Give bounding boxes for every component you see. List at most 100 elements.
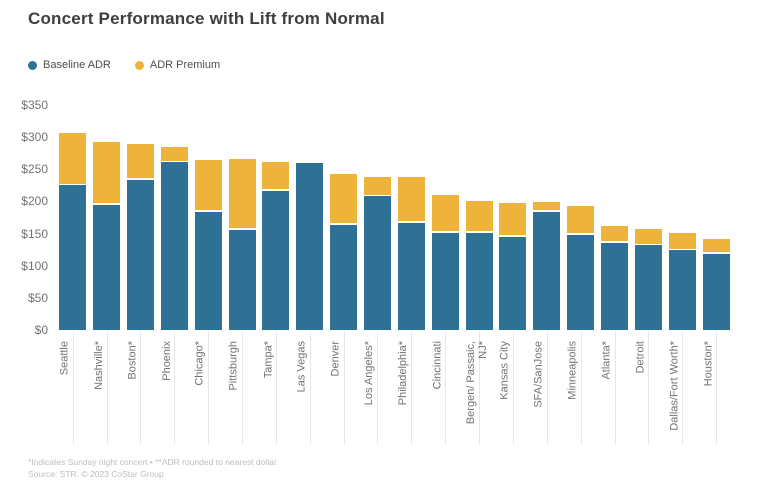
- x-axis-tick: [275, 332, 277, 444]
- bar-segment-adr-premium: [499, 203, 527, 236]
- adr-premium-dot-icon: [134, 60, 144, 70]
- bar-segment-baseline-adr: [567, 234, 595, 330]
- y-axis-label: $200: [21, 194, 48, 209]
- bar-segment-adr-premium: [668, 232, 696, 249]
- x-axis-tick: [140, 332, 142, 444]
- x-axis-tick: [72, 332, 74, 444]
- bar-segment-adr-premium: [330, 173, 358, 224]
- bar-segment-baseline-adr: [397, 222, 425, 330]
- chart-title: Concert Performance with Lift from Norma…: [28, 9, 385, 28]
- x-axis-tick: [479, 332, 480, 444]
- x-axis-label: SFA/SanJose: [532, 341, 545, 408]
- x-axis-tick: [208, 332, 210, 444]
- bar-segment-baseline-adr: [601, 242, 628, 330]
- x-axis-tick: [242, 332, 243, 444]
- bar-segment-baseline-adr: [59, 185, 87, 330]
- x-axis-label: Seattle: [58, 341, 71, 376]
- x-axis-label: Los Angeles*: [363, 341, 376, 406]
- x-axis-label: Tampa*: [261, 341, 274, 379]
- bar-segment-baseline-adr: [262, 190, 290, 330]
- y-axis-label: $100: [21, 258, 48, 273]
- x-axis-tick: [716, 332, 717, 444]
- y-axis-label: $0: [34, 323, 48, 337]
- x-axis-label: Cincinnati: [431, 341, 444, 390]
- legend-label-baseline-adr: Baseline ADR: [43, 59, 111, 71]
- bar-segment-baseline-adr: [296, 162, 324, 330]
- x-axis-label: Kansas City: [498, 341, 511, 400]
- baseline-adr-dot-icon: [28, 60, 37, 70]
- x-axis-tick: [445, 332, 447, 444]
- bar-segment-baseline-adr: [465, 232, 493, 330]
- bar-segment-adr-premium: [465, 201, 493, 232]
- x-axis-tick: [580, 332, 582, 444]
- bar-segment-adr-premium: [160, 147, 188, 161]
- x-axis-label: Pittsburgh: [228, 341, 240, 391]
- bar-segment-baseline-adr: [160, 162, 188, 330]
- bar-segment-adr-premium: [634, 229, 662, 244]
- y-axis-label: $150: [21, 226, 48, 241]
- x-axis-label: Bergen/ Passaic, NJ*: [465, 341, 489, 425]
- legend-item-baseline-adr: Baseline ADR: [28, 59, 111, 71]
- x-axis-tick: [343, 332, 345, 444]
- x-axis-tick: [546, 332, 548, 444]
- bar-segment-adr-premium: [262, 162, 290, 189]
- y-axis-label: $50: [27, 290, 48, 305]
- y-axis-label: $350: [21, 98, 48, 112]
- x-axis-tick: [512, 332, 514, 444]
- legend-item-adr-premium: ADR Premium: [134, 59, 221, 71]
- x-axis-label: Denver: [329, 341, 342, 377]
- bar-segment-baseline-adr: [363, 196, 391, 330]
- chart-footer: *Indicates Sunday night concert • **ADR …: [28, 456, 277, 480]
- bar-segment-adr-premium: [228, 159, 256, 229]
- bar-segment-baseline-adr: [228, 229, 256, 330]
- x-axis-label: Atlanta*: [600, 341, 613, 380]
- bar-segment-adr-premium: [567, 205, 595, 234]
- bar-segment-adr-premium: [702, 239, 730, 252]
- x-axis-tick: [106, 332, 108, 444]
- x-axis-label: Houston*: [702, 341, 714, 387]
- bar-segment-baseline-adr: [668, 250, 696, 330]
- bar-segment-baseline-adr: [93, 204, 121, 330]
- x-axis-tick: [682, 332, 684, 444]
- bar-segment-baseline-adr: [533, 211, 561, 330]
- footnote: *Indicates Sunday night concert • **ADR …: [28, 457, 277, 467]
- bar-segment-baseline-adr: [431, 232, 459, 330]
- x-axis-label: Philadelphia*: [397, 341, 410, 406]
- bar-segment-adr-premium: [533, 202, 561, 211]
- bar-segment-baseline-adr: [702, 253, 730, 330]
- bar-segment-baseline-adr: [330, 224, 358, 330]
- bar-segment-adr-premium: [59, 132, 87, 184]
- bar-segment-adr-premium: [363, 177, 391, 195]
- x-axis-tick: [377, 332, 379, 444]
- legend: Baseline ADR ADR Premium: [28, 59, 220, 71]
- bar-segment-adr-premium: [601, 225, 628, 242]
- bar-segment-adr-premium: [397, 177, 425, 222]
- bar-segment-baseline-adr: [634, 245, 662, 330]
- x-axis-label: Boston*: [126, 341, 139, 380]
- x-axis-label: Las Vegas: [295, 341, 308, 393]
- x-axis-label: Minneapolis: [566, 341, 579, 400]
- bar-segment-baseline-adr: [126, 179, 154, 330]
- x-axis-tick: [614, 332, 616, 444]
- legend-label-adr-premium: ADR Premium: [149, 59, 221, 71]
- x-axis-label: Phoenix: [160, 341, 173, 381]
- x-axis-label: Dallas/Fort Worth*: [668, 341, 681, 431]
- bar-segment-baseline-adr: [499, 236, 527, 330]
- x-axis-label: Detroit: [634, 341, 647, 374]
- x-axis-label: Chicago*: [194, 341, 207, 386]
- x-axis-label: Nashville*: [92, 341, 105, 390]
- y-axis-label: $250: [21, 162, 48, 177]
- source-line: Source: STR. © 2023 CoStar Group: [28, 469, 164, 479]
- y-axis-label: $300: [21, 130, 48, 145]
- bar-segment-adr-premium: [93, 141, 121, 204]
- bar-segment-adr-premium: [194, 160, 222, 211]
- bar-segment-adr-premium: [431, 195, 459, 232]
- x-axis-tick: [309, 332, 311, 444]
- bar-segment-adr-premium: [126, 143, 154, 179]
- x-axis-tick: [411, 332, 413, 444]
- x-axis-tick: [648, 332, 650, 444]
- bar-segment-baseline-adr: [194, 211, 222, 330]
- x-axis-tick: [174, 332, 176, 444]
